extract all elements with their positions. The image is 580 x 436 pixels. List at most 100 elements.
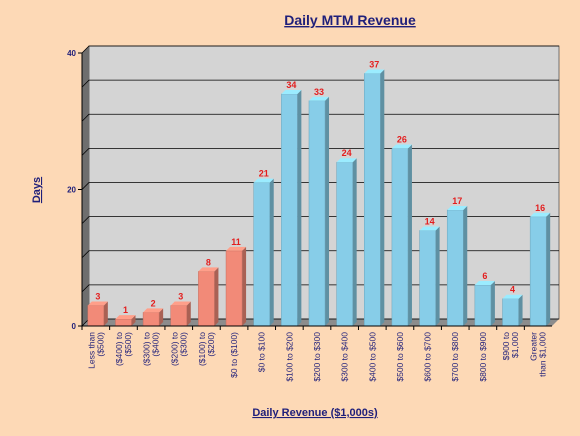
bar-top <box>530 212 551 217</box>
bar-top <box>419 226 440 231</box>
data-label: 1 <box>123 305 128 315</box>
bar <box>474 281 495 327</box>
x-tick-label-line: Greater <box>529 332 539 361</box>
x-tick-label: $0 to ($100) <box>229 332 239 378</box>
x-tick-label: $400 to $500 <box>367 332 377 382</box>
gridline <box>81 45 559 54</box>
gridline <box>81 113 559 122</box>
x-tick-label-line: $300 to $400 <box>340 332 350 382</box>
bar <box>419 226 440 327</box>
x-tick-label: $300 to $400 <box>340 332 350 382</box>
bar-side <box>325 96 330 327</box>
x-axis: Less than($500) ($400) to($500) ($300) to(… <box>81 325 552 382</box>
bar <box>198 267 219 327</box>
x-tick-label-line: $1,000 <box>510 332 520 358</box>
bar-top <box>308 96 330 101</box>
bar-top <box>253 178 274 183</box>
bar <box>115 315 136 327</box>
bar <box>142 308 164 327</box>
bar-top <box>474 281 495 286</box>
x-tick-label: ($300) to($400) <box>142 332 161 366</box>
x-tick-label: $200 to $300 <box>312 332 322 382</box>
data-label: 33 <box>314 87 324 97</box>
x-tick-label: $700 to $800 <box>450 332 460 382</box>
bar-top <box>226 246 247 251</box>
bars <box>87 69 551 327</box>
y-axis: 0 20 40 <box>67 49 83 331</box>
bar-top <box>87 301 108 306</box>
bar-side <box>297 89 302 326</box>
x-axis-label: Daily Revenue ($1,000s) <box>252 407 378 419</box>
data-label: 21 <box>259 169 269 179</box>
x-tick-label: ($200) to($300) <box>169 332 188 366</box>
x-tick-label-line: Less than <box>86 332 96 369</box>
bar-front <box>281 93 298 327</box>
bar-side <box>352 158 357 326</box>
bar-front <box>419 230 436 327</box>
y-axis-label: Days <box>31 177 43 203</box>
bar-front <box>308 100 326 327</box>
x-tick-label-line: than $1,000 <box>538 332 548 377</box>
y-tick-label: 20 <box>67 186 76 195</box>
bar <box>446 205 468 327</box>
bar-side <box>103 301 108 326</box>
gridline <box>81 79 559 88</box>
bar <box>336 158 357 327</box>
bar-front <box>474 284 492 327</box>
x-tick-label-line: $400 to $500 <box>367 332 377 382</box>
bar-top <box>115 315 136 320</box>
bar-side <box>214 267 219 326</box>
x-tick-label: $100 to $200 <box>284 332 294 382</box>
x-tick-label-line: ($500) <box>95 332 105 357</box>
x-tick-label-line: $800 to $900 <box>478 332 488 382</box>
bar-front <box>142 312 160 327</box>
bar-front <box>225 250 243 327</box>
bar-front <box>170 305 188 327</box>
x-tick-label-line: $0 to $100 <box>257 332 267 372</box>
bar-side <box>186 301 191 326</box>
bar-top <box>281 89 302 94</box>
bar-front <box>198 271 215 327</box>
bar-front <box>502 298 519 327</box>
bar-top <box>391 144 412 149</box>
bar <box>170 301 191 327</box>
x-tick-label-line: ($200) to <box>169 332 179 366</box>
x-tick-label-line: $900 to <box>501 332 511 361</box>
x-tick-label-line: $200 to $300 <box>312 332 322 382</box>
x-tick-label-line: ($500) <box>123 332 133 357</box>
data-label: 4 <box>510 285 515 295</box>
x-tick-label: $900 to$1,000 <box>501 332 520 361</box>
bar <box>281 89 302 327</box>
bar <box>502 294 523 327</box>
y-tick-label: 40 <box>67 49 76 58</box>
x-tick-label-line: ($400) to <box>114 332 124 366</box>
x-tick-label: Less than($500) <box>86 332 105 369</box>
chart-title: Daily MTM Revenue <box>284 12 416 28</box>
data-label: 17 <box>452 196 462 206</box>
x-tick-label: ($100) to($200) <box>197 332 216 366</box>
x-tick-label: $600 to $700 <box>423 332 433 382</box>
x-tick-label-line: ($300) to <box>142 332 152 366</box>
bar <box>529 212 551 327</box>
x-tick-label-line: ($100) to <box>197 332 207 366</box>
bar <box>87 301 108 327</box>
bar-top <box>502 294 523 299</box>
x-tick-label: $0 to $100 <box>257 332 267 372</box>
bar <box>225 246 247 327</box>
data-label: 14 <box>425 216 435 226</box>
bar-front <box>336 161 353 327</box>
data-label: 24 <box>342 148 352 158</box>
x-tick-label-line: ($300) <box>178 332 188 357</box>
x-tick-label: ($400) to($500) <box>114 332 133 366</box>
bar <box>253 178 274 327</box>
x-tick-label-line: $0 to ($100) <box>229 332 239 378</box>
bar-side <box>380 69 385 326</box>
data-label: 6 <box>482 271 487 281</box>
bar-side <box>435 226 440 326</box>
data-label: 8 <box>206 257 211 267</box>
data-label: 34 <box>286 80 296 90</box>
x-tick-label-line: ($200) <box>206 332 216 357</box>
bar-front <box>446 209 464 327</box>
x-tick-label-line: $600 to $700 <box>423 332 433 382</box>
